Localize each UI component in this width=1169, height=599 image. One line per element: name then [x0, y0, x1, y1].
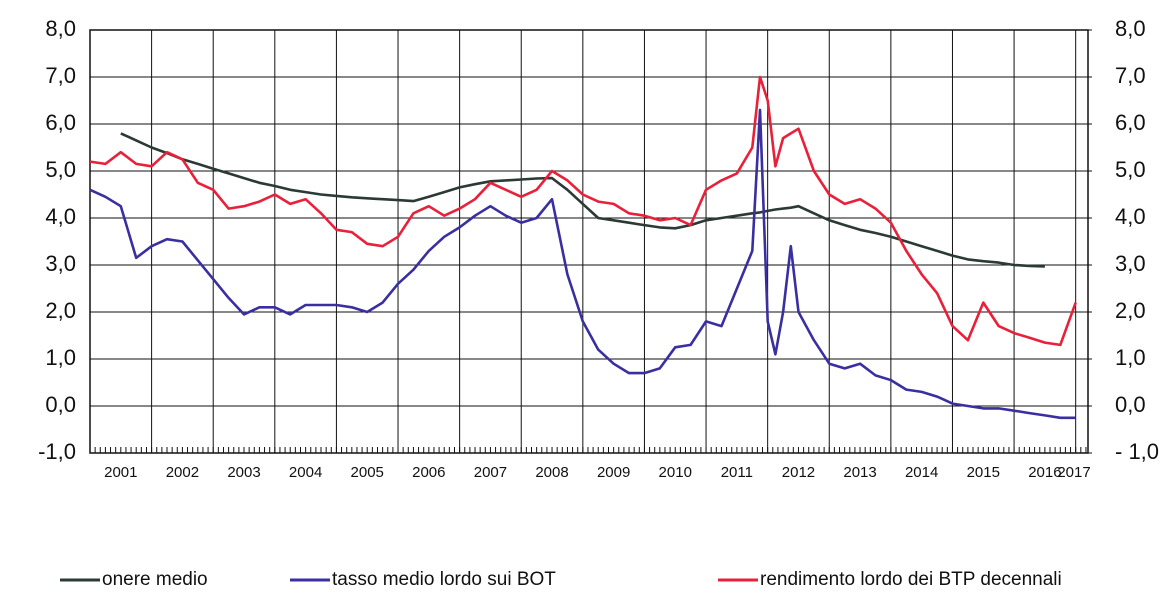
- x-tick-label: 2017: [1057, 464, 1090, 481]
- x-tick-label: 2006: [412, 464, 445, 481]
- y2-tick-label: 6,0: [1115, 110, 1146, 135]
- y-tick-label: -1,0: [38, 439, 76, 464]
- x-tick-label: 2004: [289, 464, 322, 481]
- y-tick-label: 4,0: [45, 204, 76, 229]
- x-tick-label: 2005: [351, 464, 384, 481]
- legend-label: rendimento lordo dei BTP decennali: [760, 569, 1062, 590]
- legend-label: onere medio: [102, 569, 208, 590]
- series-line: [89, 75, 1077, 347]
- y2-tick-label: 1,0: [1115, 345, 1146, 370]
- y-tick-label: 8,0: [45, 16, 76, 41]
- y-tick-label: 0,0: [45, 392, 76, 417]
- y-tick-label: 6,0: [45, 110, 76, 135]
- y-tick-label: 1,0: [45, 345, 76, 370]
- legend-label: tasso medio lordo sui BOT: [332, 569, 556, 590]
- x-tick-label: 2016: [1028, 464, 1061, 481]
- x-tick-label: 2009: [597, 464, 630, 481]
- plot-frame: [89, 29, 1089, 454]
- y2-tick-label: 7,0: [1115, 63, 1146, 88]
- y2-tick-label: - 1,0: [1115, 439, 1159, 464]
- series-line: [120, 132, 1045, 268]
- x-tick-label: 2001: [104, 464, 137, 481]
- y-tick-label: 2,0: [45, 298, 76, 323]
- x-tick-label: 2014: [905, 464, 938, 481]
- y-tick-label: 5,0: [45, 157, 76, 182]
- y2-tick-label: 5,0: [1115, 157, 1146, 182]
- y2-tick-label: 3,0: [1115, 251, 1146, 276]
- y2-tick-label: 0,0: [1115, 392, 1146, 417]
- x-tick-label: 2002: [166, 464, 199, 481]
- y-tick-label: 7,0: [45, 63, 76, 88]
- y2-tick-label: 2,0: [1115, 298, 1146, 323]
- series-line: [89, 108, 1076, 420]
- x-tick-label: 2015: [967, 464, 1000, 481]
- x-tick-label: 2010: [659, 464, 692, 481]
- y2-tick-label: 4,0: [1115, 204, 1146, 229]
- x-tick-label: 2008: [535, 464, 568, 481]
- x-tick-label: 2011: [721, 464, 753, 481]
- y-tick-label: 3,0: [45, 251, 76, 276]
- x-tick-label: 2013: [843, 464, 876, 481]
- x-tick-label: 2007: [474, 464, 507, 481]
- x-tick-label: 2003: [227, 464, 260, 481]
- y2-tick-label: 8,0: [1115, 16, 1146, 41]
- x-tick-label: 2012: [782, 464, 815, 481]
